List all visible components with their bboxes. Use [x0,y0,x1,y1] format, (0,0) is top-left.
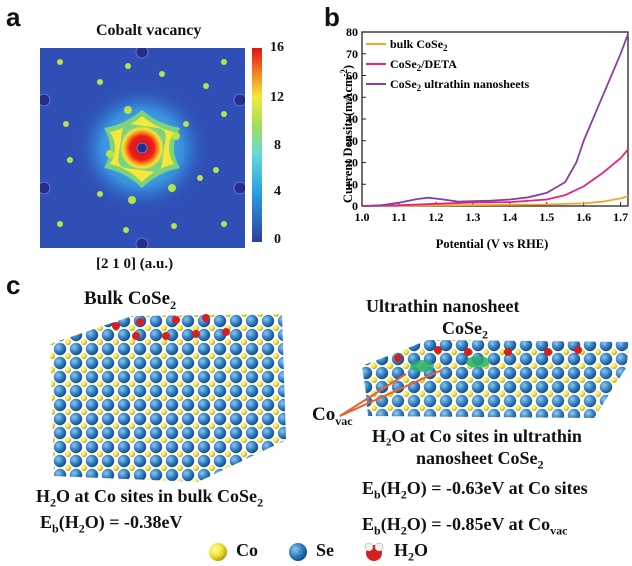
panel-a-axis-label: [2 1 0] (a.u.) [96,256,174,272]
nano-binding-energy-covac: Eb(H2O) = -0.85eV at Covac [362,514,568,538]
bulk-binding-energy: Eb(H2O) = -0.38eV [40,512,183,536]
vacancy-map [40,48,245,248]
atom-legend: Co Se H2O [208,540,468,564]
colorbar [252,48,262,242]
colorbar-tick: 16 [270,40,284,55]
y-tick-label: 50 [346,90,358,104]
series-line [361,148,629,207]
x-tick-label: 1.0 [355,210,370,224]
colorbar-tick: 0 [274,232,281,247]
water-molecules [394,346,582,362]
legend-water-label: H2O [394,540,429,564]
y-tick-label: 40 [346,112,358,126]
co-atom-icon [209,543,227,561]
legend-co-label: Co [236,540,258,560]
legend-label: bulk CoSe2 [390,37,448,53]
bulk-crystal-illustration [50,314,286,482]
panel-c-letter: c [6,270,21,300]
x-tick-label: 1.5 [539,210,554,224]
nano-title-line2: CoSe2 [442,318,488,342]
bulk-caption: H2O at Co sites in bulk CoSe2 [36,486,264,510]
water-molecules [112,314,230,340]
x-tick-label: 1.1 [391,210,406,224]
se-atom-icon [289,543,307,561]
cobalt-atoms [40,48,245,248]
colorbar-tick: 12 [270,90,284,105]
y-tick-label: 10 [346,177,358,191]
x-tick-label: 1.6 [576,210,591,224]
y-tick-label: 70 [346,47,358,61]
panel-a-letter: a [6,2,21,32]
nano-caption-line2: nanosheet CoSe2 [416,448,544,472]
covac-arrows [339,369,443,417]
bulk-title: Bulk CoSe2 [84,288,177,312]
nanosheet-illustration [362,340,630,418]
colorbar-tick: 8 [274,138,281,153]
panel-a-title: Cobalt vacancy [96,22,202,39]
y-axis-label: Current Density(mAcm-2) [339,65,355,203]
x-axis-label: Potential (V vs RHE) [436,237,549,251]
legend-label: CoSe2/DETA [390,57,457,73]
x-tick-label: 1.2 [428,210,443,224]
y-tick-label: 20 [346,156,358,170]
panel-b-letter: b [324,2,340,32]
y-tick-label: 60 [346,69,358,83]
atom-dots [57,59,227,233]
colorbar-tick: 4 [274,184,281,199]
series-line [361,33,629,207]
legend-se-label: Se [316,540,334,560]
y-tick-label: 80 [346,25,358,39]
lsv-chart: 1.0 1.1 1.2 1.3 1.4 1.5 1.6 1.7 0 10 20 30 40 50 60 70 8… [339,25,629,251]
nano-caption-line1: H₂O at Co sites in ultrathin [372,426,582,446]
x-tick-label: 1.4 [502,210,517,224]
water-molecule-icon [364,542,384,561]
y-tick-label: 30 [346,134,358,148]
x-tick-label: 1.7 [613,210,628,224]
vacancy-sites [410,356,490,372]
x-tick-label: 1.3 [465,210,480,224]
y-tick-label: 0 [352,199,358,213]
nano-binding-energy-co: Eb(H2O) = -0.63eV at Co sites [362,478,588,502]
nano-title-line1: Ultrathin nanosheet [366,296,520,316]
covac-label: Covac [312,404,353,428]
legend-label: CoSe2 ultrathin nanosheets [390,77,530,93]
